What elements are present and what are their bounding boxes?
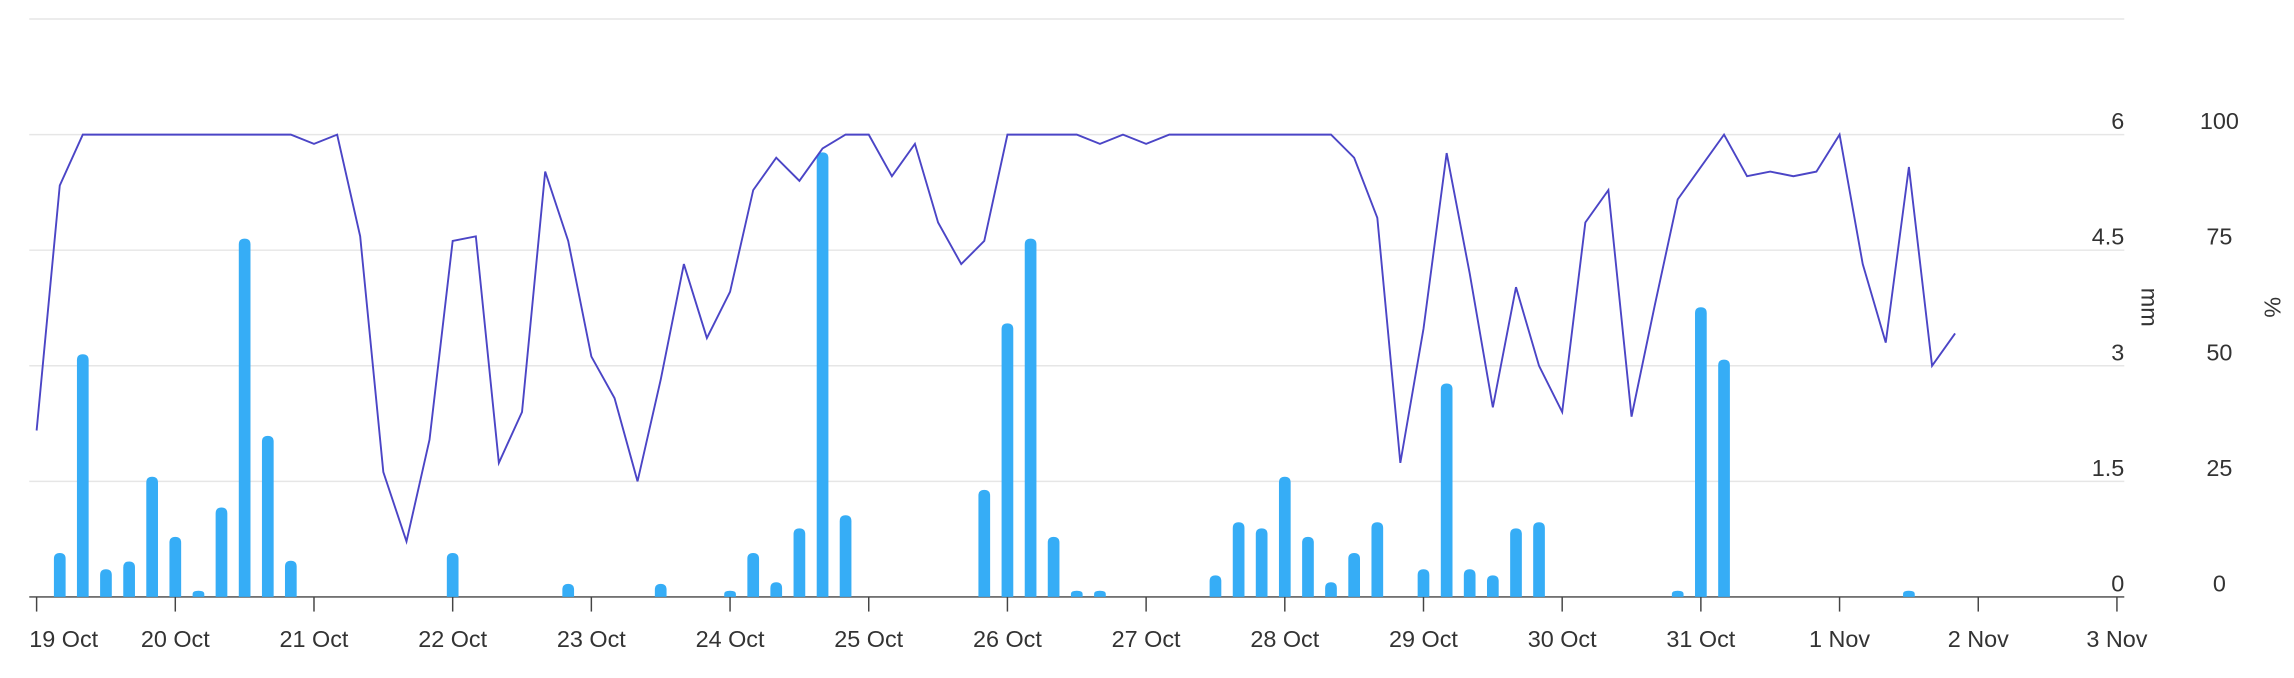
rain-bar xyxy=(1232,522,1245,597)
humidity-line xyxy=(35,132,1956,545)
x-tick-label: 27 Oct xyxy=(1112,626,1181,652)
x-tick-label: 23 Oct xyxy=(557,626,626,652)
rain-bar xyxy=(839,515,852,597)
y-axis-label: mm xyxy=(2137,288,2163,327)
y2-tick-label: 75 xyxy=(2206,224,2232,250)
x-tick-label: 20 Oct xyxy=(141,626,210,652)
rain-bar xyxy=(1001,323,1014,597)
rain-bar xyxy=(1533,522,1545,597)
rain-bar xyxy=(215,507,228,597)
y2-axis-label: % xyxy=(2259,297,2285,318)
rain-bar xyxy=(1348,553,1361,597)
rain-bar xyxy=(1255,528,1268,597)
rain-bar xyxy=(562,583,575,597)
x-tick-label: 24 Oct xyxy=(696,626,765,652)
x-tick-label: 28 Oct xyxy=(1250,626,1319,652)
x-tick-label: 3 Nov xyxy=(2086,626,2147,652)
y2-tick-label: 100 xyxy=(2200,108,2239,134)
x-tick-label: 2 Nov xyxy=(1948,626,2009,652)
y2-tick-label: 25 xyxy=(2206,455,2232,481)
rain-bar xyxy=(1440,383,1453,597)
y-tick-label: 6 xyxy=(2111,108,2124,134)
rain-bar xyxy=(1070,590,1083,597)
x-tick-label: 26 Oct xyxy=(973,626,1042,652)
rain-bar xyxy=(53,553,66,597)
rain-bar xyxy=(100,569,112,597)
rain-bar xyxy=(770,582,783,597)
rain-bar xyxy=(238,238,251,597)
rain-bar xyxy=(1024,238,1037,597)
rain-bar xyxy=(1209,575,1222,597)
rain-bar xyxy=(724,590,736,597)
rain-bar xyxy=(1510,528,1522,597)
rain-bar xyxy=(1278,476,1291,597)
x-tick-label: 31 Oct xyxy=(1666,626,1735,652)
rain-bar xyxy=(1302,536,1314,597)
rain-bar xyxy=(1094,590,1106,597)
y2-tick-label: 0 xyxy=(2213,570,2226,596)
rain-bar xyxy=(1671,590,1684,597)
rain-bar xyxy=(747,553,760,597)
rain-bar xyxy=(1903,590,1915,597)
rain-bar xyxy=(446,553,459,597)
rain-bar xyxy=(1047,536,1060,597)
x-tick-label: 25 Oct xyxy=(834,626,903,652)
rain-bar xyxy=(169,536,182,597)
rain-bar xyxy=(978,489,991,597)
x-tick-label: 1 Nov xyxy=(1809,626,1870,652)
y-tick-label: 3 xyxy=(2111,339,2124,365)
x-tick-label: 22 Oct xyxy=(418,626,487,652)
rain-bar xyxy=(123,561,135,597)
rain-bar xyxy=(1718,359,1730,597)
y-tick-label: 1.5 xyxy=(2092,455,2125,481)
rain-bar xyxy=(192,590,205,597)
rain-bar xyxy=(654,583,667,597)
rain-bar xyxy=(1325,582,1337,597)
rain-bar xyxy=(793,528,806,597)
rain-bar xyxy=(1463,569,1476,597)
x-tick-label: 21 Oct xyxy=(280,626,349,652)
rain-bar xyxy=(261,435,274,597)
y-tick-label: 0 xyxy=(2111,570,2124,596)
x-tick-label: 19 Oct xyxy=(29,626,98,652)
rain-bar xyxy=(1371,522,1384,597)
rain-bar xyxy=(284,560,297,597)
y2-tick-label: 50 xyxy=(2206,339,2232,365)
rain-bar xyxy=(1695,307,1707,597)
x-tick-label: 30 Oct xyxy=(1528,626,1597,652)
x-tick-label: 29 Oct xyxy=(1389,626,1458,652)
rain-bar xyxy=(816,152,829,597)
rain-bar xyxy=(76,354,89,597)
rain-bar xyxy=(1486,575,1499,597)
y-tick-label: 4.5 xyxy=(2092,224,2125,250)
rain-bar xyxy=(146,476,158,597)
rain-bar xyxy=(1417,569,1430,597)
